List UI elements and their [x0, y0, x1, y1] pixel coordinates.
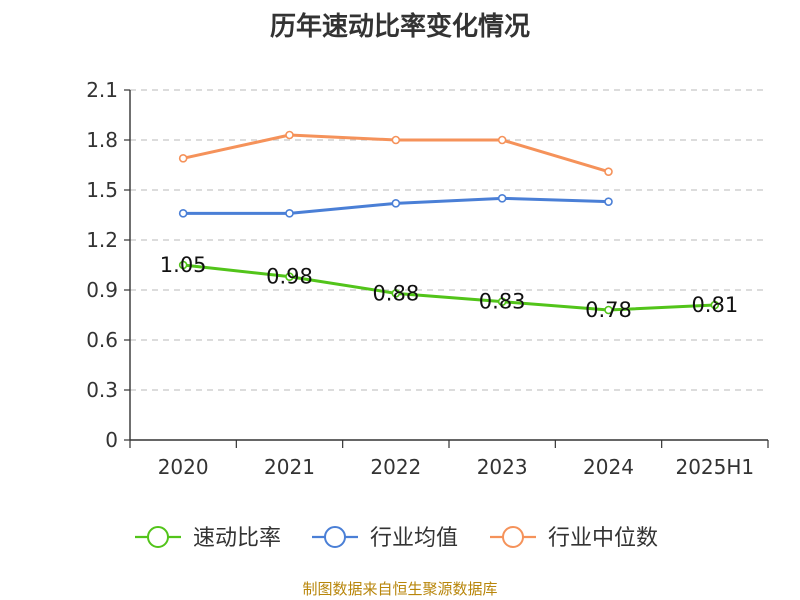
- legend-marker: [147, 526, 169, 548]
- data-point: [497, 135, 507, 145]
- legend-label: 速动比率: [193, 526, 281, 551]
- legend-label: 行业均值: [370, 526, 458, 551]
- y-tick-label: 0: [105, 428, 118, 452]
- x-tick-label: 2021: [264, 455, 315, 479]
- data-point: [391, 199, 401, 208]
- x-tick-label: 2022: [370, 455, 421, 479]
- data-point: [604, 305, 613, 315]
- legend-marker: [324, 526, 346, 548]
- data-point: [285, 209, 294, 218]
- data-label: 0.83: [479, 290, 526, 314]
- data-point: [178, 209, 188, 218]
- y-tick-label: 0.6: [86, 328, 118, 352]
- data-point: [710, 300, 720, 310]
- x-tick-label: 2024: [583, 455, 634, 479]
- legend-label: 行业中位数: [548, 526, 658, 551]
- y-tick-label: 2.1: [86, 78, 118, 102]
- data-label: 1.05: [160, 253, 207, 277]
- x-tick-label: 2020: [158, 455, 209, 479]
- y-tick-label: 0.3: [86, 378, 118, 402]
- data-point: [497, 297, 507, 306]
- data-point: [604, 197, 613, 206]
- data-point: [604, 167, 613, 176]
- data-point: [497, 194, 507, 203]
- data-point: [391, 289, 401, 298]
- series-line: [183, 263, 715, 312]
- legend-item: 速动比率: [135, 526, 281, 551]
- data-point: [178, 154, 188, 163]
- source-note: 制图数据来自恒生聚源数据库: [302, 580, 498, 598]
- data-point: [285, 130, 294, 140]
- legend-item: 行业中位数: [490, 526, 658, 551]
- data-label: 0.78: [585, 298, 632, 322]
- x-tick-label: 2023: [477, 455, 528, 479]
- data-label: 0.98: [266, 265, 313, 289]
- legend-marker: [502, 526, 524, 548]
- y-tick-label: 1.8: [86, 128, 118, 152]
- y-tick-label: 1.2: [86, 228, 118, 252]
- legend-item: 行业均值: [312, 526, 458, 551]
- data-label: 0.81: [691, 293, 738, 317]
- x-tick-label: 2025H1: [675, 455, 754, 479]
- y-tick-label: 0.9: [86, 278, 118, 302]
- data-label: 0.88: [372, 281, 419, 305]
- data-point: [178, 260, 188, 270]
- data-point: [391, 135, 401, 145]
- data-point: [285, 272, 294, 281]
- chart-title: 历年速动比率变化情况: [269, 12, 530, 42]
- y-tick-label: 1.5: [86, 178, 118, 202]
